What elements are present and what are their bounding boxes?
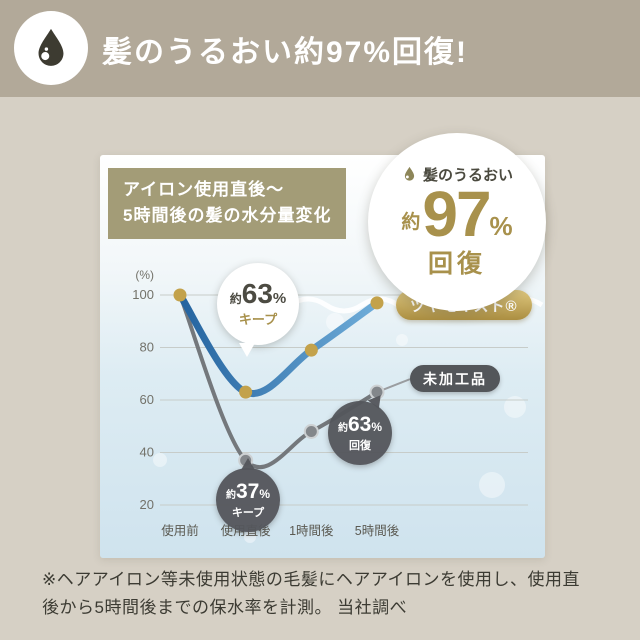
svg-text:使用前: 使用前: [161, 523, 199, 538]
water-drop-badge: [14, 11, 88, 85]
callout-pointer: [241, 458, 255, 470]
chart-title-line2: 5時間後の髪の水分量変化: [123, 206, 332, 226]
water-drop-icon: [38, 28, 64, 66]
callout-recover-63-label: 回復: [349, 439, 371, 452]
callout-keep-63: 約 63% キープ: [217, 263, 299, 357]
footnote: ※ヘアアイロン等未使用状態の毛髪にヘアアイロンを使用し、使用直 後から5時間後ま…: [42, 566, 580, 621]
footnote-line2: 後から5時間後までの保水率を計測。 当社調べ: [42, 597, 408, 617]
callout-recover-63-value: 約 63%: [337, 412, 383, 436]
callout-keep-37: 約 37% キープ: [216, 458, 280, 532]
callout-recover-63: 約 63% 回復: [328, 390, 392, 465]
badge-header: 髪のうるおい: [401, 164, 513, 185]
footnote-line1: ※ヘアアイロン等未使用状態の毛髪にヘアアイロンを使用し、使用直: [42, 570, 581, 589]
callout-keep-37-label: キープ: [231, 506, 265, 519]
header-bar: 髪のうるおい約97%回復!: [0, 0, 640, 97]
svg-text:60: 60: [140, 392, 154, 407]
svg-text:80: 80: [140, 340, 154, 355]
svg-text:40: 40: [140, 445, 154, 460]
svg-text:100: 100: [132, 287, 154, 302]
callout-keep-63-value: 約 63%: [229, 278, 287, 309]
moisture-recovery-badge: 髪のうるおい 約 97 % 回復: [368, 133, 546, 311]
svg-text:(%): (%): [135, 268, 154, 282]
chart-title-box: アイロン使用直後〜 5時間後の髪の水分量変化: [108, 168, 347, 239]
svg-text:5時間後: 5時間後: [355, 524, 400, 538]
badge-suffix: 回復: [427, 250, 486, 279]
callout-pointer: [239, 343, 255, 357]
page-title: 髪のうるおい約97%回復!: [102, 35, 469, 69]
chart-title-line1: アイロン使用直後〜: [123, 180, 285, 199]
series-label-untreated: 未加工品: [410, 365, 500, 392]
callout-keep-37-value: 約 37%: [225, 479, 271, 503]
svg-text:20: 20: [140, 497, 154, 512]
callout-keep-63-label: キープ: [238, 312, 278, 327]
svg-text:1時間後: 1時間後: [289, 524, 334, 538]
badge-number: 約 97 %: [401, 177, 513, 250]
badge-drop-label: 髪のうるおい: [422, 166, 513, 184]
water-drop-icon: [404, 167, 415, 181]
